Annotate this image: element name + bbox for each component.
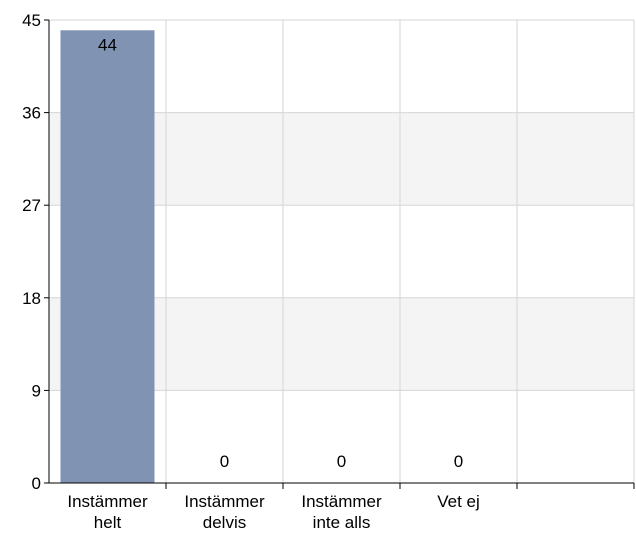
y-tick-label: 27	[22, 196, 41, 215]
bar-0	[60, 30, 155, 484]
y-tick-label: 45	[22, 11, 41, 30]
y-tick-label: 36	[22, 104, 41, 123]
y-tick-label: 9	[32, 381, 41, 400]
y-axis-ticks: 0 9 18 27 36 45	[22, 11, 49, 493]
data-label: 44	[98, 35, 117, 54]
x-axis-labels: Instämmer helt Instämmer delvis Instämmer int…	[67, 492, 479, 532]
data-label: 0	[454, 452, 463, 471]
axes	[48, 20, 635, 489]
data-label: 0	[220, 452, 229, 471]
x-tick-label: Instämmer helt	[67, 492, 148, 532]
y-tick-label: 18	[22, 289, 41, 308]
data-label: 0	[337, 452, 346, 471]
x-tick-label: Vet ej	[437, 492, 480, 511]
bars	[60, 30, 155, 484]
x-tick-label: Instämmer inte alls	[301, 492, 382, 532]
y-tick-label: 0	[32, 474, 41, 493]
data-labels: 44 0 0 0	[98, 35, 463, 471]
x-tick-label: Instämmer delvis	[184, 492, 265, 532]
